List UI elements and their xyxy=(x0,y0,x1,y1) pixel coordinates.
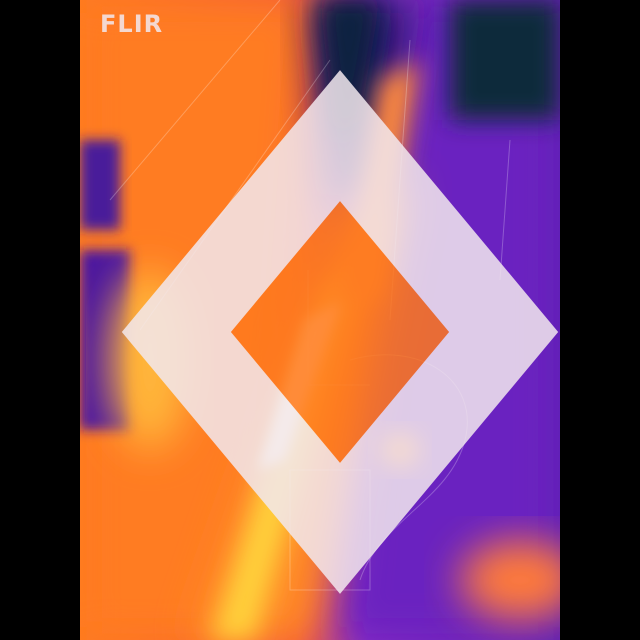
warm-bottom-right-glow xyxy=(460,540,560,620)
cool-left-patch-upper xyxy=(80,140,120,230)
cold-corner-region xyxy=(450,0,560,120)
flir-logo-icon xyxy=(121,70,559,594)
thermal-image: FLIR xyxy=(80,0,560,640)
edge-line-1 xyxy=(109,0,281,201)
flir-logo: FLIR xyxy=(100,10,559,594)
edge-line-7 xyxy=(499,139,511,281)
flir-logo-text: FLIR xyxy=(100,10,164,38)
